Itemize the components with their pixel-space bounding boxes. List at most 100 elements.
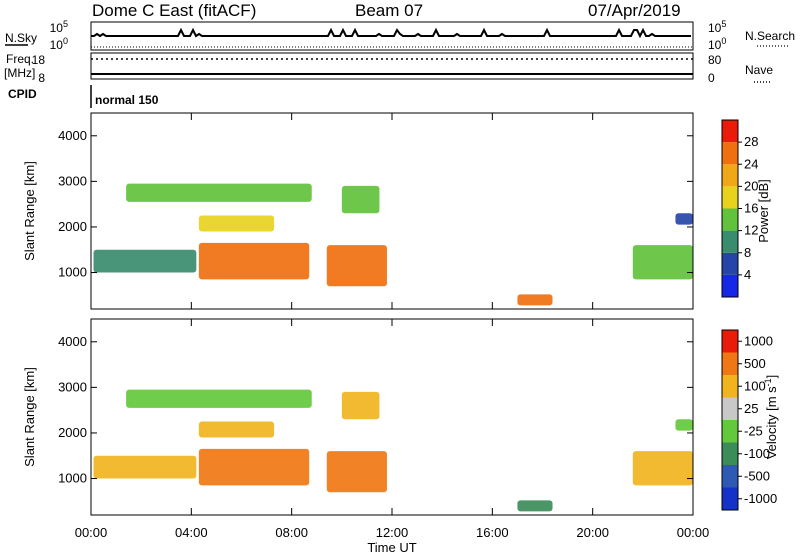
y-tick-label: 1000 (58, 265, 87, 280)
nsearch-label: N.Search (745, 29, 795, 43)
colorbar-tick-label: 25 (744, 401, 758, 416)
velocity-y-axis-label: Slant Range [km] (22, 367, 37, 467)
power-panel-frame (90, 112, 694, 310)
echo-region (675, 419, 693, 431)
colorbar-tick-label: -500 (744, 468, 770, 483)
colorbar-tick-label: 28 (744, 134, 758, 149)
colorbar-tick-label: 8 (744, 245, 751, 260)
echo-region (326, 245, 387, 287)
echo-region (517, 500, 553, 512)
y-tick-label: 3000 (58, 173, 87, 188)
y-tick-label: 2000 (58, 219, 87, 234)
colorbar-frame (721, 329, 739, 511)
colorbar-tick-label: -100 (744, 446, 770, 461)
colorbar-tick-label: 1000 (744, 333, 773, 348)
colorbar-segment (722, 420, 738, 443)
noise-tick-bottom-left: 100 (50, 36, 68, 52)
nave-label: Nave (745, 63, 773, 77)
colorbar-segment (722, 208, 738, 231)
velocity-colorbar-label-exp: -1 (763, 378, 773, 386)
freq-tick-bottom: 8 (38, 71, 45, 85)
colorbar-tick-label: 100 (744, 378, 766, 393)
x-tick-label: 00:00 (75, 525, 108, 540)
station-title: Dome C East (fitACF) (92, 1, 256, 20)
noise-tick-base: 10 (50, 21, 64, 35)
power-colorbar: 4 8 12 16 20 24 28 (721, 119, 758, 298)
time-x-axis: 00:00 04:00 08:00 12:00 16:00 20:00 00:00 (75, 113, 709, 540)
colorbar-segment (722, 252, 738, 275)
echo-region (341, 391, 380, 420)
colorbar-tick-label: 4 (744, 267, 751, 282)
colorbar-tick-label: 20 (744, 178, 758, 193)
colorbar-segment (722, 230, 738, 253)
echo-region (126, 389, 312, 408)
noise-tick-bottom-right: 100 (708, 36, 726, 52)
power-y-axis: 1000 2000 3000 4000 (58, 128, 693, 280)
noise-tick-exponent: 0 (63, 36, 68, 46)
colorbar-segment (722, 352, 738, 375)
noise-tick-top-right: 105 (708, 19, 726, 35)
x-tick-label: 12:00 (376, 525, 409, 540)
colorbar-segment (722, 375, 738, 398)
y-tick-label: 3000 (58, 379, 87, 394)
colorbar-segment (722, 120, 738, 143)
power-y-axis-label: Slant Range [km] (22, 161, 37, 261)
noise-tick-base: 10 (708, 21, 722, 35)
echo-region (198, 421, 275, 438)
power-heatmap-data (93, 183, 693, 306)
y-tick-label: 4000 (58, 334, 87, 349)
echo-region (93, 455, 197, 479)
velocity-y-axis: 1000 2000 3000 4000 (58, 334, 693, 486)
x-tick-label: 16:00 (476, 525, 509, 540)
freq-panel-frame (90, 52, 694, 80)
nave-tick-bottom: 0 (708, 71, 715, 85)
cpid-label: CPID (8, 87, 37, 101)
power-colorbar-label: Power [dB] (756, 179, 771, 243)
colorbar-segment (722, 442, 738, 465)
velocity-colorbar-label: Velocity [m s-1] (763, 375, 779, 460)
echo-region (198, 242, 310, 280)
echo-region (675, 213, 693, 225)
colorbar-tick-label: 500 (744, 356, 766, 371)
noise-tick-base: 10 (708, 38, 722, 52)
nsky-label: N.Sky (5, 31, 37, 45)
velocity-colorbar: 1000 500 100 25 -25 -100 -500 -1000 (721, 329, 777, 511)
y-tick-label: 2000 (58, 425, 87, 440)
echo-region (198, 448, 310, 486)
echo-region (632, 451, 693, 486)
velocity-colorbar-label-close: ] (764, 375, 779, 379)
noise-tick-exponent: 0 (721, 36, 726, 46)
x-tick-label: 04:00 (175, 525, 208, 540)
noise-tick-base: 10 (50, 38, 64, 52)
velocity-colorbar-label-text: Velocity [m s (764, 386, 779, 459)
velocity-panel-frame (90, 318, 694, 516)
colorbar-tick-label: -1000 (744, 491, 777, 506)
freq-unit-label: [MHz] (4, 66, 35, 80)
colorbar-segment (722, 274, 738, 297)
echo-region (126, 183, 312, 202)
echo-region (341, 185, 380, 214)
colorbar-segment (722, 487, 738, 510)
colorbar-segment (722, 465, 738, 488)
noise-tick-exponent: 5 (721, 19, 726, 29)
y-tick-label: 4000 (58, 128, 87, 143)
x-tick-label: 20:00 (576, 525, 609, 540)
freq-label: Freq. (6, 52, 34, 66)
colorbar-segment (722, 164, 738, 187)
noise-tick-top-left: 105 (50, 19, 68, 35)
freq-tick-top: 18 (32, 53, 46, 67)
x-axis-label: Time UT (367, 540, 416, 554)
noise-sky-trace (91, 27, 691, 39)
echo-region (517, 294, 553, 306)
noise-tick-exponent: 5 (63, 19, 68, 29)
echo-region (198, 215, 275, 232)
echo-region (326, 451, 387, 493)
echo-region (93, 249, 197, 273)
echo-region (632, 245, 693, 280)
colorbar-tick-label: -25 (744, 423, 763, 438)
colorbar-tick-label: 24 (744, 156, 758, 171)
velocity-heatmap-data (93, 389, 693, 512)
colorbar-segment (722, 397, 738, 420)
y-tick-label: 1000 (58, 471, 87, 486)
